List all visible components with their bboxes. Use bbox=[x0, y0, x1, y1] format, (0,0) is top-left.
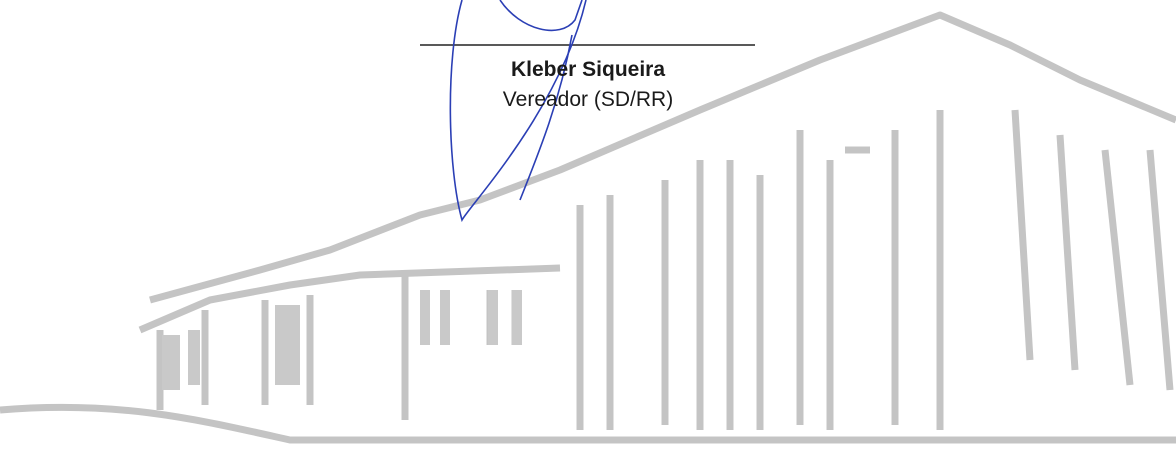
signer-name: Kleber Siqueira bbox=[420, 58, 756, 82]
signer-role: Vereador (SD/RR) bbox=[420, 88, 756, 112]
document-page: Kleber Siqueira Vereador (SD/RR) (() => … bbox=[0, 0, 1176, 471]
